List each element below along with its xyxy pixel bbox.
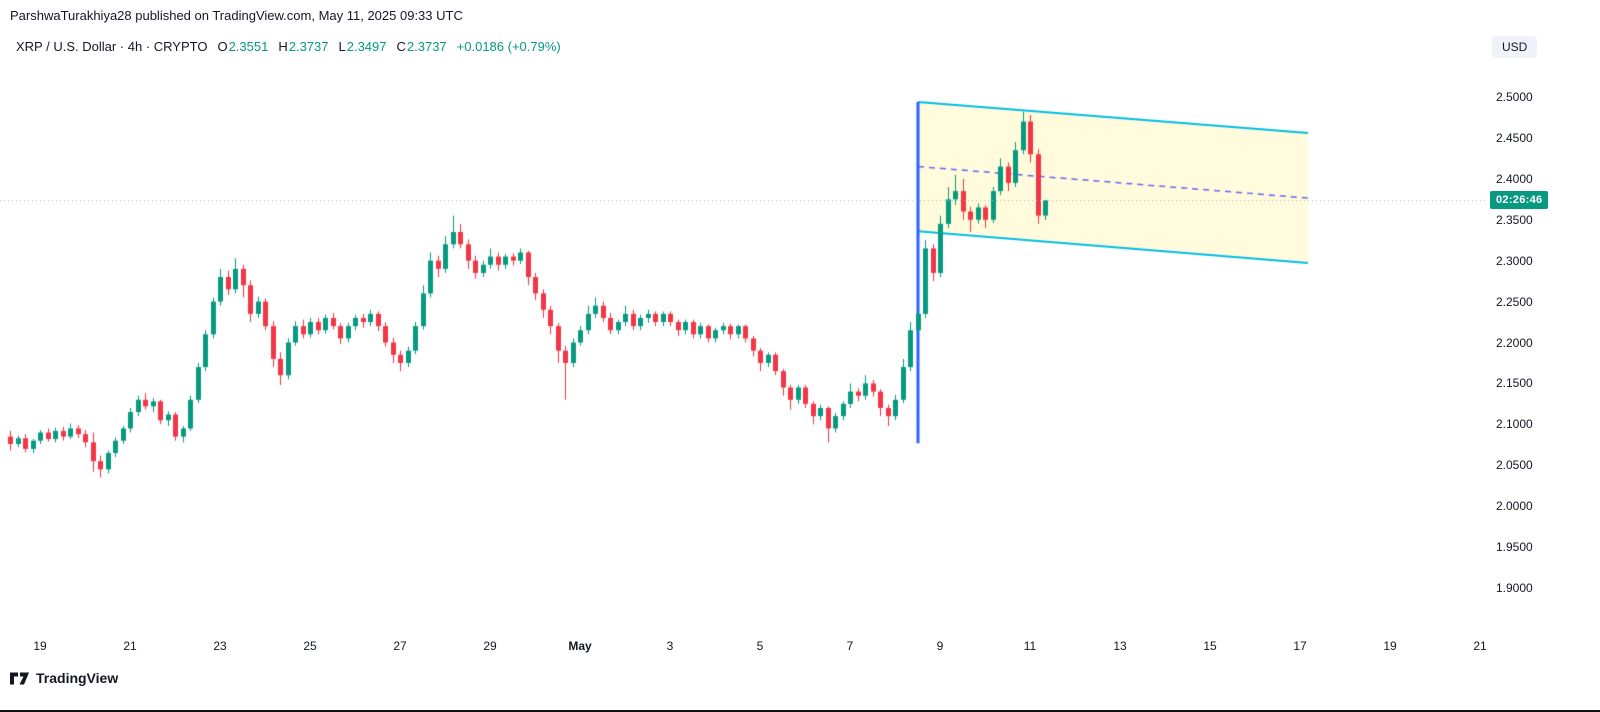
time-axis-label: 27 (393, 639, 407, 653)
time-axis-label: 19 (1383, 639, 1397, 653)
time-axis-label: 9 (936, 639, 944, 653)
symbol-title: XRP / U.S. Dollar · 4h · CRYPTO (16, 39, 208, 54)
ohlc-high-value: 2.3737 (288, 39, 329, 54)
time-axis-label: 25 (303, 639, 317, 653)
time-axis-label: 21 (1473, 639, 1487, 653)
price-axis-label: 2.4000 (1496, 171, 1533, 186)
time-axis-label: 3 (666, 639, 674, 653)
price-axis-label: 1.9000 (1496, 581, 1533, 596)
price-axis-label: 2.0500 (1496, 458, 1533, 473)
time-axis[interactable]: 19 21 23 25 27 29 May 3 5 7 9 11 13 15 17 19 21 (0, 636, 1488, 658)
tradingview-logo-icon (10, 672, 30, 685)
price-axis-label: 2.5000 (1496, 89, 1533, 104)
ohlc-low-label: L (338, 39, 346, 54)
tradingview-branding[interactable]: TradingView (10, 670, 118, 686)
change-value: +0.0186 (+0.79%) (456, 39, 561, 54)
time-axis-label: May (568, 639, 592, 653)
published-attribution: ParshwaTurakhiya28 published on TradingV… (10, 8, 463, 23)
tradingview-logo-text: TradingView (36, 670, 119, 686)
time-axis-label: 21 (123, 639, 137, 653)
price-axis-label: 2.1500 (1496, 376, 1533, 391)
price-axis-label: 2.2000 (1496, 335, 1533, 350)
time-axis-label: 11 (1023, 639, 1037, 653)
ohlc-close-label: C (396, 39, 406, 54)
price-axis-label: 2.3000 (1496, 253, 1533, 268)
time-axis-label: 23 (213, 639, 227, 653)
price-axis[interactable]: 02:26:46 2.5000 2.4500 2.4000 2.3500 2.3000 2… (1488, 0, 1600, 712)
time-axis-label: 17 (1293, 639, 1307, 653)
ohlc-open-label: O (217, 39, 228, 54)
price-axis-label: 2.1000 (1496, 417, 1533, 432)
price-axis-label: 2.0000 (1496, 499, 1533, 514)
time-axis-label: 5 (756, 639, 764, 653)
candlestick-chart[interactable] (0, 60, 1488, 630)
time-axis-label: 15 (1203, 639, 1217, 653)
bottom-edge-divider (0, 710, 1600, 712)
ohlc-high-label: H (278, 39, 288, 54)
ohlc-open-value: 2.3551 (228, 39, 269, 54)
price-axis-label: 2.2500 (1496, 294, 1533, 309)
price-axis-label: 2.3500 (1496, 212, 1533, 227)
symbol-legend[interactable]: XRP / U.S. Dollar · 4h · CRYPTO O 2.3551 … (16, 39, 561, 54)
bar-countdown-badge: 02:26:46 (1490, 191, 1549, 210)
time-axis-label: 7 (846, 639, 854, 653)
time-axis-label: 19 (33, 639, 47, 653)
ohlc-low-value: 2.3497 (346, 39, 387, 54)
price-axis-label: 1.9500 (1496, 540, 1533, 555)
currency-button[interactable]: USD (1492, 36, 1538, 58)
time-axis-label: 13 (1113, 639, 1127, 653)
time-axis-label: 29 (483, 639, 497, 653)
price-axis-label: 2.4500 (1496, 130, 1533, 145)
ohlc-close-value: 2.3737 (406, 39, 447, 54)
